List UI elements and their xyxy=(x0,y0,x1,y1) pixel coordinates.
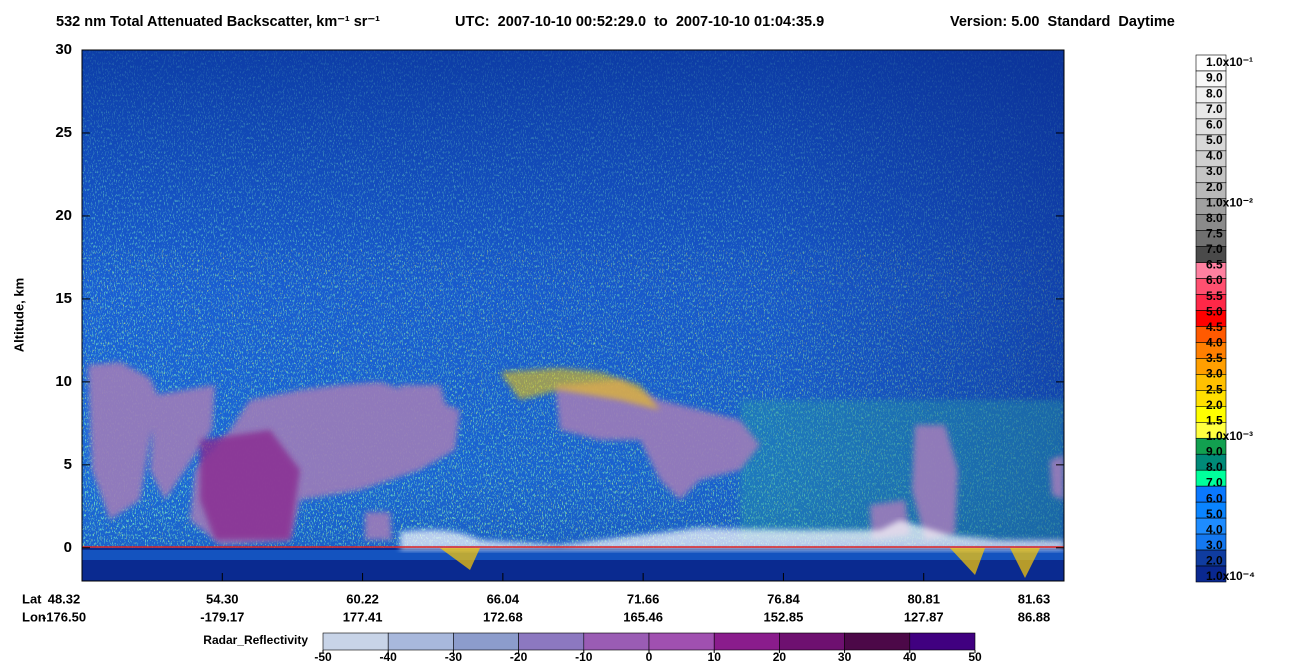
colorbar-box xyxy=(1195,565,1227,583)
colorbar-label: 1.0x10⁻³ xyxy=(1206,429,1253,443)
radar-tick-label: -50 xyxy=(314,650,332,664)
y-tick-label: 25 xyxy=(55,124,72,141)
lat-tick-label: 48.32 xyxy=(48,591,81,606)
colorbar-label: 3.0 xyxy=(1206,367,1223,381)
lon-label: Lon xyxy=(22,609,46,624)
radar-colorbar-box xyxy=(453,632,519,651)
y-tick-label: 20 xyxy=(55,207,72,224)
radar-colorbar-label: Radar_Reflectivity xyxy=(203,633,308,647)
y-axis-label: Altitude, km xyxy=(11,278,26,352)
radar-tick-label: 30 xyxy=(838,650,852,664)
radar-colorbar-box xyxy=(713,632,780,651)
lat-tick-label: 54.30 xyxy=(206,591,239,606)
colorbar-label: 6.0 xyxy=(1206,273,1223,287)
radar-tick-label: -10 xyxy=(575,650,593,664)
colorbar-label: 3.5 xyxy=(1206,351,1223,365)
radar-tick-label: -30 xyxy=(445,650,463,664)
y-tick-label: 15 xyxy=(55,290,72,307)
colorbar-label: 3.0 xyxy=(1206,164,1223,178)
radar-colorbar-box xyxy=(779,632,845,651)
lon-tick-label: 86.88 xyxy=(1018,609,1051,624)
radar-tick-label: -20 xyxy=(510,650,528,664)
colorbar-label: 4.5 xyxy=(1206,320,1223,334)
y-tick-label: 5 xyxy=(64,456,72,473)
lon-tick-label: 152.85 xyxy=(764,609,804,624)
lat-tick-label: 60.22 xyxy=(346,591,379,606)
colorbar-label: 7.5 xyxy=(1206,227,1223,241)
chart-title: 532 nm Total Attenuated Backscatter, km⁻… xyxy=(56,14,380,30)
radar-tick-label: 20 xyxy=(773,650,787,664)
colorbar-label: 5.0 xyxy=(1206,304,1223,318)
lat-tick-label: 81.63 xyxy=(1018,591,1051,606)
colorbar-label: 2.5 xyxy=(1206,382,1223,396)
lon-tick-label: 177.41 xyxy=(343,609,383,624)
colorbar-label: 4.0 xyxy=(1206,149,1223,163)
colorbar-label: 6.0 xyxy=(1206,117,1223,131)
radar-tick-label: 0 xyxy=(646,650,653,664)
colorbar-label: 4.0 xyxy=(1206,336,1223,350)
plot-frame xyxy=(81,49,1065,582)
colorbar-label: 9.0 xyxy=(1206,71,1223,85)
colorbar-label: 9.0 xyxy=(1206,445,1223,459)
colorbar-label: 8.0 xyxy=(1206,86,1223,100)
radar-colorbar-box xyxy=(844,632,911,651)
lat-label: Lat xyxy=(22,591,42,606)
lon-tick-label: -179.17 xyxy=(200,609,244,624)
lat-tick-label: 66.04 xyxy=(487,591,520,606)
colorbar-label: 1.0x10⁻² xyxy=(1206,195,1253,209)
radar-colorbar-box xyxy=(387,632,454,651)
radar-colorbar-box xyxy=(583,632,650,651)
y-tick-label: 0 xyxy=(64,539,72,556)
lon-tick-label: 127.87 xyxy=(904,609,944,624)
colorbar-label: 7.0 xyxy=(1206,102,1223,116)
colorbar-label: 6.0 xyxy=(1206,491,1223,505)
radar-tick-label: 40 xyxy=(903,650,917,664)
colorbar-label: 8.0 xyxy=(1206,211,1223,225)
radar-colorbar-box xyxy=(909,632,976,651)
colorbar-label: 3.0 xyxy=(1206,538,1223,552)
colorbar-label: 8.0 xyxy=(1206,460,1223,474)
radar-colorbar-box xyxy=(322,632,389,651)
colorbar-label: 6.5 xyxy=(1206,258,1223,272)
colorbar-label: 4.0 xyxy=(1206,522,1223,536)
lon-tick-label: 165.46 xyxy=(623,609,663,624)
lon-tick-label: 172.68 xyxy=(483,609,523,624)
lat-tick-label: 76.84 xyxy=(767,591,800,606)
radar-tick-label: 10 xyxy=(708,650,722,664)
colorbar-label: 5.5 xyxy=(1206,289,1223,303)
radar-colorbar-box xyxy=(648,632,715,651)
colorbar-label: 7.0 xyxy=(1206,242,1223,256)
colorbar-label: 2.0 xyxy=(1206,180,1223,194)
radar-tick-label: -40 xyxy=(380,650,398,664)
colorbar-label: 1.5 xyxy=(1206,413,1223,427)
colorbar-label: 5.0 xyxy=(1206,507,1223,521)
colorbar-label: 5.0 xyxy=(1206,133,1223,147)
y-tick-label: 10 xyxy=(55,373,72,390)
colorbar-label: 2.0 xyxy=(1206,398,1223,412)
radar-tick-label: 50 xyxy=(968,650,982,664)
colorbar-label: 2.0 xyxy=(1206,554,1223,568)
colorbar-label: 1.0x10⁻¹ xyxy=(1206,55,1253,69)
lat-tick-label: 80.81 xyxy=(907,591,940,606)
backscatter-image xyxy=(82,50,1064,581)
radar-colorbar-box xyxy=(518,632,585,651)
lon-tick-label: -176.50 xyxy=(42,609,86,624)
utc-range: UTC: 2007-10-10 00:52:29.0 to 2007-10-10… xyxy=(455,14,824,30)
version: Version: 5.00 Standard Daytime xyxy=(950,14,1175,30)
lat-tick-label: 71.66 xyxy=(627,591,660,606)
colorbar-label: 1.0x10⁻⁴ xyxy=(1206,569,1255,583)
y-tick-label: 30 xyxy=(55,41,72,58)
colorbar-label: 7.0 xyxy=(1206,476,1223,490)
